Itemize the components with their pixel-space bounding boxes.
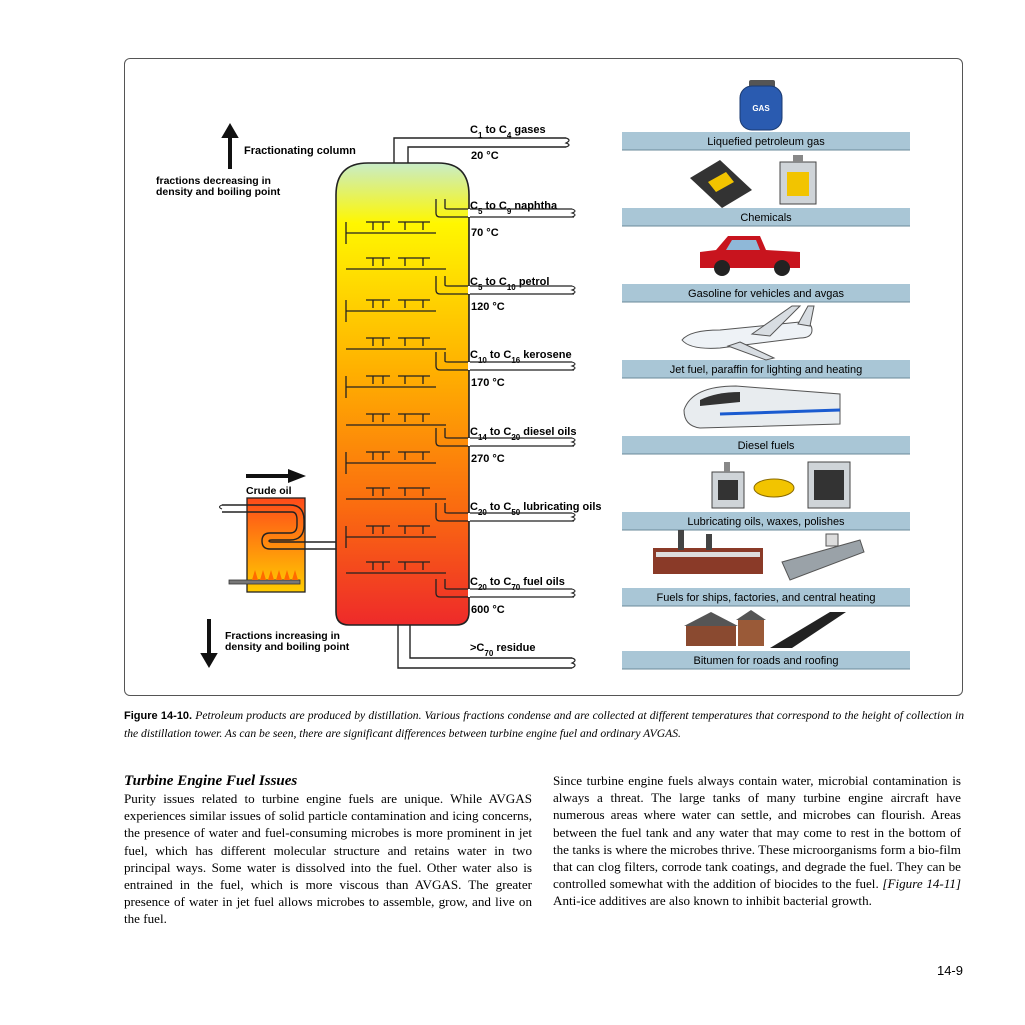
right-arrow-icon xyxy=(246,469,306,483)
crude-oil-label: Crude oil xyxy=(246,485,292,497)
caption-text: Petroleum products are produced by disti… xyxy=(124,709,964,740)
gas-tank-label: GAS xyxy=(752,104,770,113)
tray-cap xyxy=(398,375,430,384)
houses-road-icon xyxy=(684,610,846,648)
right-paragraph: Since turbine engine fuels always contai… xyxy=(553,772,961,910)
tray-cap xyxy=(366,561,390,570)
fraction-temperature: 600 °C xyxy=(471,604,505,616)
fraction-label: C5 to C9 naphtha xyxy=(470,200,558,216)
draw-pipe xyxy=(435,352,574,371)
tray-cap xyxy=(398,561,430,570)
tray-cap xyxy=(366,337,390,346)
tray-cap xyxy=(398,451,430,460)
caption-label: Figure 14-10. xyxy=(124,710,193,722)
page-number: 14-9 xyxy=(936,963,963,978)
figure-reference-link[interactable]: [Figure 14-11] xyxy=(882,876,961,892)
fraction-temperature: 120 °C xyxy=(471,301,505,313)
product-bar xyxy=(622,436,910,454)
product-label: Bitumen for roads and roofing xyxy=(694,655,839,667)
article-right-column: Since turbine engine fuels always contai… xyxy=(553,772,961,910)
tray-cap xyxy=(398,257,430,266)
product-label: Gasoline for vehicles and avgas xyxy=(688,288,844,300)
product-bar xyxy=(622,588,910,606)
gas-cylinder-icon: GAS xyxy=(739,80,783,131)
article-left-column: Turbine Engine Fuel Issues Purity issues… xyxy=(124,772,532,928)
fraction-temperature: 270 °C xyxy=(471,453,505,465)
product-bar xyxy=(622,512,910,530)
chemicals-icon xyxy=(690,155,817,208)
fraction-label: C20 to C50 lubricating oils xyxy=(470,501,602,517)
right-paragraph-text: Since turbine engine fuels always contai… xyxy=(553,773,961,892)
figure-caption: Figure 14-10. Petroleum products are pro… xyxy=(124,707,964,742)
tray-cap xyxy=(366,299,390,308)
draw-pipe xyxy=(435,579,574,598)
tray-cap xyxy=(366,487,390,496)
figure-frame xyxy=(124,58,963,696)
fraction-temperature: 70 °C xyxy=(471,227,499,239)
fraction-temperature: 20 °C xyxy=(471,150,499,162)
draw-pipe xyxy=(435,428,574,447)
product-bar xyxy=(622,360,910,378)
tray-cap xyxy=(398,525,430,534)
pickup-truck-icon xyxy=(700,236,800,276)
top-note-line2: density and boiling point xyxy=(156,186,281,198)
product-bar xyxy=(622,651,910,669)
tray-cap xyxy=(398,337,430,346)
draw-pipe xyxy=(435,276,574,295)
fraction-label: C20 to C70 fuel oils xyxy=(470,576,565,592)
airplane-icon xyxy=(681,305,815,361)
fraction-label: C10 to C16 kerosene xyxy=(470,349,572,365)
fractionating-column xyxy=(335,162,470,626)
draw-pipe xyxy=(435,199,574,218)
factory-ship-icon xyxy=(653,530,865,581)
tray-cap xyxy=(398,487,430,496)
fraction-label: C5 to C10 petrol xyxy=(470,276,549,292)
tray-cap xyxy=(398,299,430,308)
top-note-line1: fractions decreasing in xyxy=(156,175,271,187)
tray-cap xyxy=(366,221,390,230)
bottom-note-line2: density and boiling point xyxy=(225,641,350,653)
furnace xyxy=(218,497,336,593)
tray-cap xyxy=(398,413,430,422)
train-icon xyxy=(683,385,841,429)
product-bar xyxy=(622,208,910,226)
fraction-temperature: 170 °C xyxy=(471,377,505,389)
product-label: Diesel fuels xyxy=(738,440,795,452)
lubricant-cans-icon xyxy=(711,461,851,509)
section-heading: Turbine Engine Fuel Issues xyxy=(124,773,298,789)
product-label: Fuels for ships, factories, and central … xyxy=(657,592,876,604)
product-label: Lubricating oils, waxes, polishes xyxy=(687,516,845,528)
product-bar xyxy=(622,284,910,302)
right-paragraph-end: Anti-ice additives are also known to inh… xyxy=(553,893,872,909)
fraction-label: >C70 residue xyxy=(470,642,535,658)
draw-pipe xyxy=(435,503,574,522)
tray-cap xyxy=(366,451,390,460)
product-label: Chemicals xyxy=(740,212,792,224)
bottom-note-line1: Fractions increasing in xyxy=(225,630,340,642)
tray-cap xyxy=(366,257,390,266)
fraction-label: C1 to C4 gases xyxy=(470,124,546,140)
product-label: Liquefied petroleum gas xyxy=(707,136,825,148)
product-bar xyxy=(622,132,910,150)
down-arrow-icon xyxy=(200,619,218,668)
column-title: Fractionating column xyxy=(244,145,356,157)
tray-cap xyxy=(366,375,390,384)
left-paragraph: Purity issues related to turbine engine … xyxy=(124,791,532,927)
product-label: Jet fuel, paraffin for lighting and heat… xyxy=(670,364,862,376)
tray-cap xyxy=(366,525,390,534)
fraction-label: C14 to C20 diesel oils xyxy=(470,426,576,442)
tray-cap xyxy=(398,221,430,230)
up-arrow-icon xyxy=(221,123,239,169)
tray-cap xyxy=(366,413,390,422)
